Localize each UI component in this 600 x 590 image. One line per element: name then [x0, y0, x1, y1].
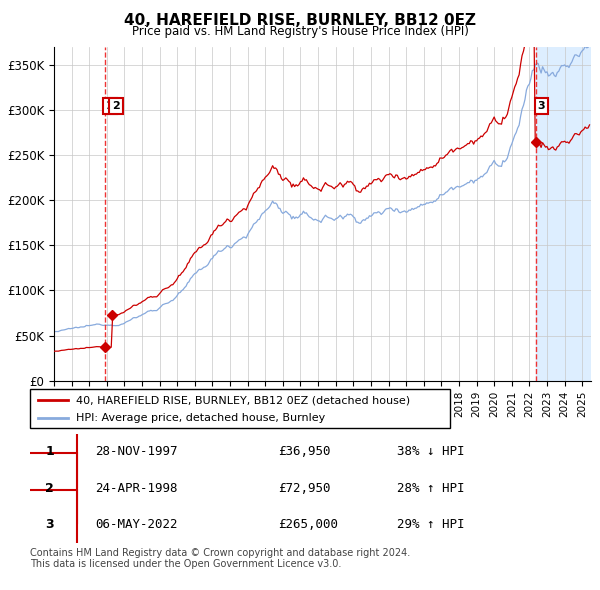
- Text: 28% ↑ HPI: 28% ↑ HPI: [397, 481, 465, 495]
- Text: 3: 3: [537, 101, 545, 111]
- Text: 1: 1: [106, 101, 114, 111]
- FancyBboxPatch shape: [22, 417, 77, 487]
- FancyBboxPatch shape: [22, 453, 77, 523]
- Text: £36,950: £36,950: [278, 445, 331, 458]
- FancyBboxPatch shape: [22, 490, 77, 559]
- Text: 40, HAREFIELD RISE, BURNLEY, BB12 0EZ (detached house): 40, HAREFIELD RISE, BURNLEY, BB12 0EZ (d…: [76, 395, 410, 405]
- Text: £72,950: £72,950: [278, 481, 331, 495]
- Text: 40, HAREFIELD RISE, BURNLEY, BB12 0EZ: 40, HAREFIELD RISE, BURNLEY, BB12 0EZ: [124, 13, 476, 28]
- Text: 28-NOV-1997: 28-NOV-1997: [95, 445, 178, 458]
- Text: 3: 3: [45, 518, 54, 531]
- Text: 24-APR-1998: 24-APR-1998: [95, 481, 178, 495]
- Bar: [536, 47, 591, 381]
- Text: Contains HM Land Registry data © Crown copyright and database right 2024.: Contains HM Land Registry data © Crown c…: [30, 548, 410, 558]
- Text: 38% ↓ HPI: 38% ↓ HPI: [397, 445, 465, 458]
- FancyBboxPatch shape: [30, 389, 450, 428]
- Text: This data is licensed under the Open Government Licence v3.0.: This data is licensed under the Open Gov…: [30, 559, 341, 569]
- Text: 29% ↑ HPI: 29% ↑ HPI: [397, 518, 465, 531]
- Text: Price paid vs. HM Land Registry's House Price Index (HPI): Price paid vs. HM Land Registry's House …: [131, 25, 469, 38]
- Text: 2: 2: [45, 481, 54, 495]
- Text: 1: 1: [45, 445, 54, 458]
- Text: 2: 2: [112, 101, 120, 111]
- Text: £265,000: £265,000: [278, 518, 338, 531]
- Text: HPI: Average price, detached house, Burnley: HPI: Average price, detached house, Burn…: [76, 413, 325, 423]
- Text: 06-MAY-2022: 06-MAY-2022: [95, 518, 178, 531]
